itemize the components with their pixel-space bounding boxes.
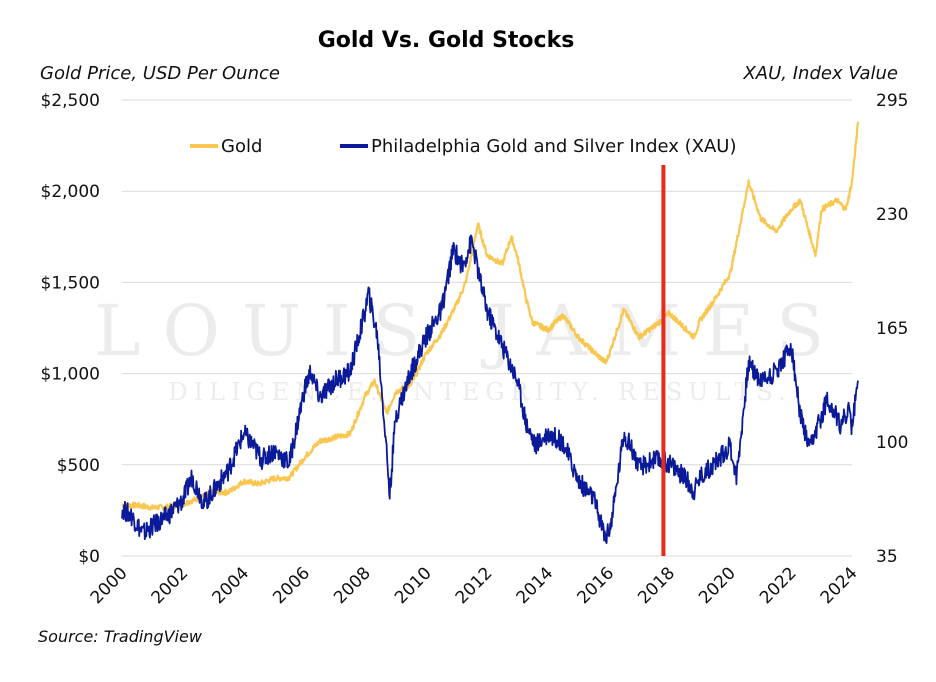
watermark-line1: LOUIS JAMES (94, 290, 846, 372)
left-y-tick-label: $500 (57, 456, 100, 476)
left-y-tick-label: $2,500 (41, 91, 100, 111)
x-tick-label: 2000 (87, 563, 132, 608)
x-tick-label: 2012 (452, 563, 497, 608)
right-y-tick-label: 165 (876, 319, 908, 339)
left-y-tick-label: $1,000 (41, 365, 100, 385)
right-y-tick-labels: 35 100 165 230 295 (876, 91, 908, 567)
x-tick-label: 2014 (513, 563, 558, 608)
watermark-line2: DILIGENCE. INTEGRITY. RESULTS. (168, 378, 791, 406)
x-tick-label: 2006 (269, 563, 314, 608)
x-tick-label: 2010 (391, 563, 436, 608)
left-y-tick-label: $0 (78, 547, 100, 567)
x-tick-label: 2022 (756, 563, 801, 608)
gold-series-line (121, 121, 860, 511)
source-note: Source: TradingView (38, 627, 203, 646)
xau-series-line (121, 234, 859, 544)
x-tick-labels: 2000 2002 2004 2006 2008 2010 2012 2014 2016 2018… (87, 563, 862, 608)
right-y-tick-label: 295 (876, 91, 908, 111)
left-y-tick-label: $1,500 (41, 273, 100, 293)
x-tick-label: 2004 (208, 563, 253, 608)
x-tick-label: 2020 (695, 563, 740, 608)
x-tick-label: 2008 (330, 563, 375, 608)
gridlines (122, 99, 852, 557)
right-axis-title: XAU, Index Value (742, 63, 898, 84)
left-y-tick-labels: $0 $500 $1,000 $1,500 $2,000 $2,500 (41, 91, 100, 567)
watermark: LOUIS JAMES DILIGENCE. INTEGRITY. RESULT… (94, 290, 846, 406)
left-y-tick-label: $2,000 (41, 182, 100, 202)
right-y-tick-label: 100 (876, 433, 908, 453)
series-lines (121, 121, 860, 544)
x-tick-label: 2018 (634, 563, 679, 608)
x-tick-label: 2016 (573, 563, 618, 608)
right-y-tick-label: 230 (876, 205, 908, 225)
legend-xau-label: Philadelphia Gold and Silver Index (XAU) (371, 136, 737, 157)
chart-title: Gold Vs. Gold Stocks (318, 28, 575, 53)
legend: Gold Philadelphia Gold and Silver Index … (190, 136, 737, 157)
x-tick-label: 2024 (817, 563, 862, 608)
x-tick-label: 2002 (148, 563, 193, 608)
left-axis-title: Gold Price, USD Per Ounce (40, 63, 280, 84)
right-y-tick-label: 35 (876, 547, 898, 567)
legend-gold-label: Gold (221, 136, 262, 157)
